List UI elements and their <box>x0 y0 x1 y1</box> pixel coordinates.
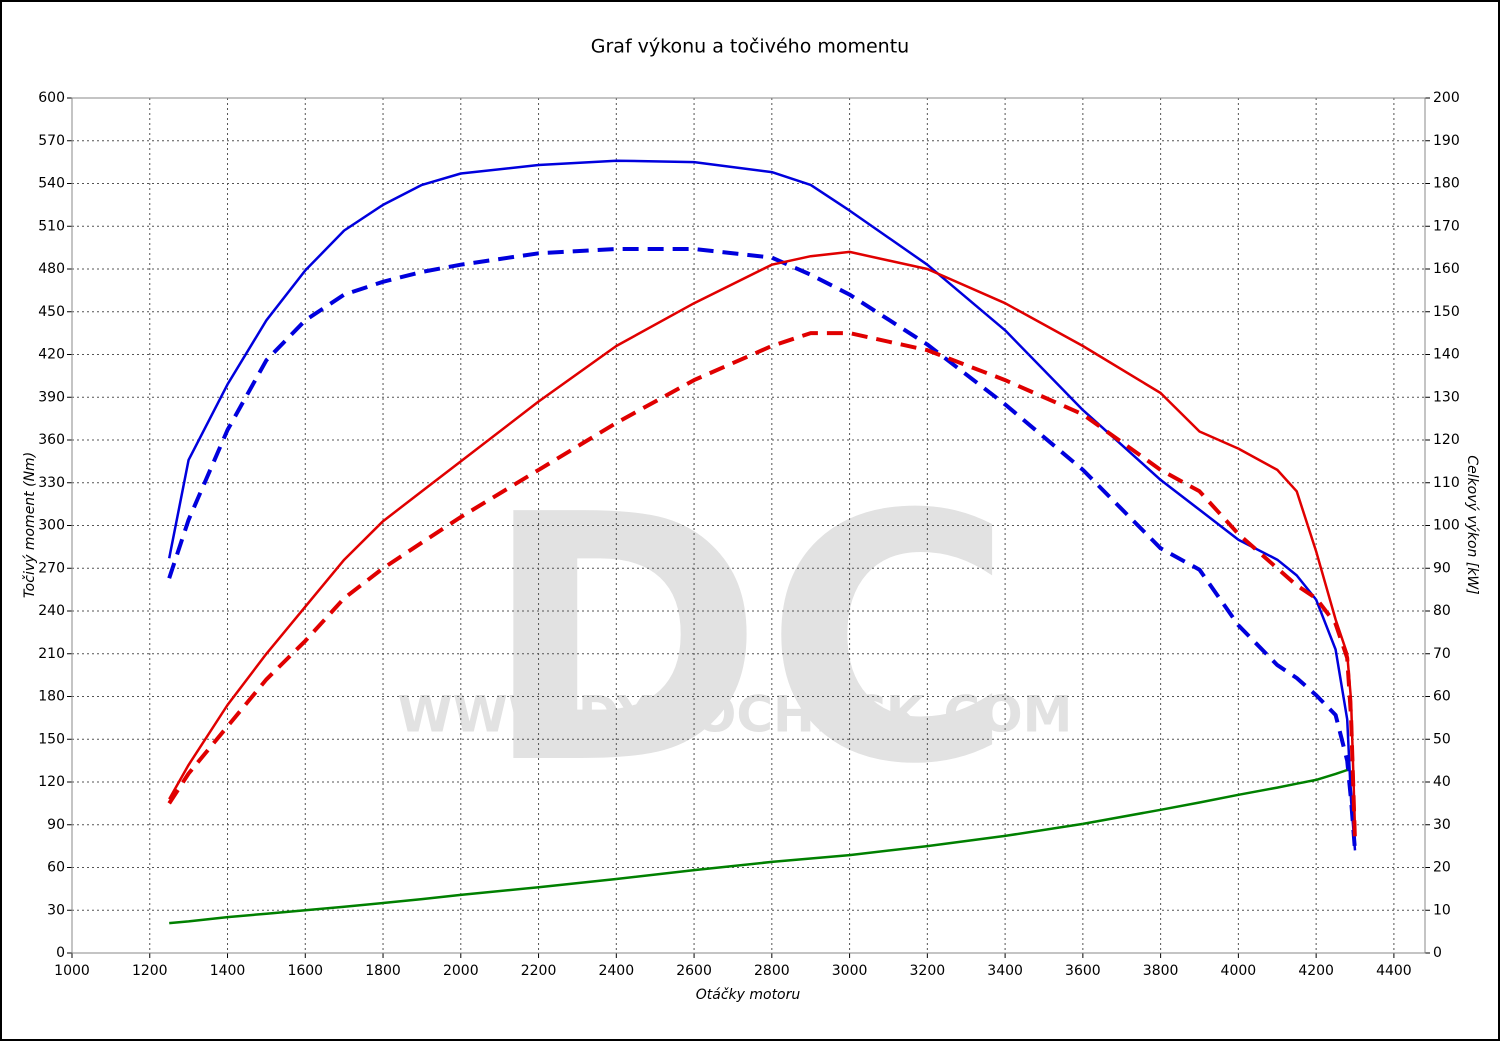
y2-tick-label: 40 <box>1433 774 1451 790</box>
watermark: DC <box>482 443 1014 839</box>
y-tick-label: 420 <box>38 347 65 363</box>
watermark-url: WWW.DYNOCHECK.COM <box>398 686 1073 744</box>
y2-tick-label: 60 <box>1433 689 1451 705</box>
x-tick-label: 2800 <box>754 963 790 979</box>
x-tick-label: 1400 <box>210 963 246 979</box>
x-tick-label: 1800 <box>365 963 401 979</box>
x-tick-label: 2000 <box>443 963 479 979</box>
plot-border <box>71 97 1426 954</box>
series-line <box>167 331 1357 842</box>
y-tick-label: 180 <box>38 689 65 705</box>
x-tick-label: 4000 <box>1221 963 1257 979</box>
y-tick-label: 300 <box>38 518 65 534</box>
y-tick-label: 30 <box>47 902 65 918</box>
y-tick-label: 330 <box>38 475 65 491</box>
y-axis-label: Točivý moment (Nm) <box>22 452 38 598</box>
y-tick-label: 600 <box>38 90 65 106</box>
y2-tick-label: 0 <box>1433 945 1442 961</box>
series-line <box>168 250 1357 830</box>
y-tick-label: 60 <box>47 860 65 876</box>
x-tick-label: 1000 <box>54 963 90 979</box>
y-tick-label: 510 <box>38 218 65 234</box>
y2-tick-label: 110 <box>1433 475 1460 491</box>
x-tick-label: 4200 <box>1298 963 1334 979</box>
y2-tick-label: 130 <box>1433 389 1460 405</box>
x-tick-label: 2200 <box>521 963 557 979</box>
y-tick-label: 540 <box>38 176 65 192</box>
x-tick-label: 1600 <box>287 963 323 979</box>
x-tick-label: 3400 <box>987 963 1023 979</box>
y-tick-label: 480 <box>38 261 65 277</box>
y-tick-label: 120 <box>38 774 65 790</box>
x-tick-label: 3800 <box>1143 963 1179 979</box>
y2-tick-label: 190 <box>1433 133 1460 149</box>
x-tick-label: 3600 <box>1065 963 1101 979</box>
y-tick-label: 390 <box>38 389 65 405</box>
y2-tick-label: 160 <box>1433 261 1460 277</box>
y-tick-label: 150 <box>38 731 65 747</box>
x-tick-label: 4400 <box>1376 963 1412 979</box>
y2-tick-label: 70 <box>1433 646 1451 662</box>
x-tick-label: 2600 <box>676 963 712 979</box>
series-line <box>169 768 1348 925</box>
y-tick-label: 270 <box>38 560 65 576</box>
series-line <box>167 159 1357 851</box>
x-tick-label: 3000 <box>832 963 868 979</box>
y-tick-label: 240 <box>38 603 65 619</box>
y2-tick-label: 20 <box>1433 860 1451 876</box>
x-tick-label: 2400 <box>598 963 634 979</box>
series-line <box>167 247 1357 851</box>
y2-tick-label: 180 <box>1433 176 1460 192</box>
x-tick-label: 1200 <box>132 963 168 979</box>
y-tick-label: 210 <box>38 646 65 662</box>
y2-tick-label: 30 <box>1433 817 1451 833</box>
y2-tick-label: 120 <box>1433 432 1460 448</box>
y-tick-label: 90 <box>47 817 65 833</box>
x-axis-label: Otáčky motoru <box>696 987 801 1003</box>
y2-tick-label: 170 <box>1433 218 1460 234</box>
y2-tick-label: 150 <box>1433 304 1460 320</box>
chart-title: Graf výkonu a točivého momentu <box>591 36 909 58</box>
y2-tick-label: 90 <box>1433 560 1451 576</box>
y2-tick-label: 50 <box>1433 731 1451 747</box>
y2-tick-label: 100 <box>1433 518 1460 534</box>
x-tick-label: 3200 <box>910 963 946 979</box>
y2-tick-label: 200 <box>1433 90 1460 106</box>
y2-tick-label: 80 <box>1433 603 1451 619</box>
y-tick-label: 450 <box>38 304 65 320</box>
y-tick-label: 0 <box>56 945 65 961</box>
y2-tick-label: 140 <box>1433 347 1460 363</box>
y-tick-label: 360 <box>38 432 65 448</box>
y2-axis-label: Celkový výkon [kW] <box>1464 455 1480 594</box>
y-tick-label: 570 <box>38 133 65 149</box>
y2-tick-label: 10 <box>1433 902 1451 918</box>
